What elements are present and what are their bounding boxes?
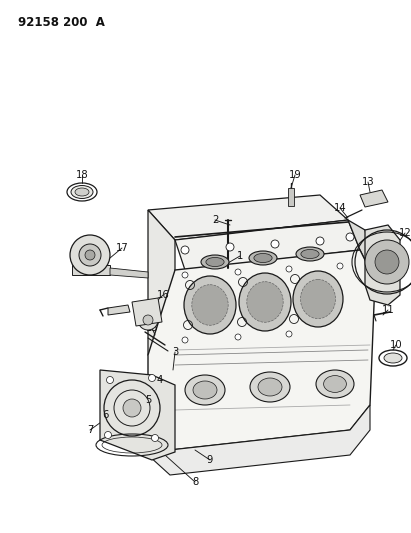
Text: 5: 5 <box>145 395 151 405</box>
Ellipse shape <box>301 249 319 259</box>
Text: 8: 8 <box>399 265 405 275</box>
Ellipse shape <box>193 381 217 399</box>
Circle shape <box>181 246 189 254</box>
Ellipse shape <box>206 257 224 266</box>
Text: 8: 8 <box>192 477 198 487</box>
Text: 14: 14 <box>334 203 346 213</box>
Text: 15: 15 <box>145 323 158 333</box>
Polygon shape <box>148 210 175 380</box>
Circle shape <box>346 233 354 241</box>
Ellipse shape <box>250 372 290 402</box>
Text: 2: 2 <box>212 215 218 225</box>
Circle shape <box>271 240 279 248</box>
Polygon shape <box>100 370 175 460</box>
Text: 16: 16 <box>157 290 169 300</box>
Ellipse shape <box>316 370 354 398</box>
Text: 19: 19 <box>289 170 301 180</box>
Circle shape <box>104 432 111 439</box>
Circle shape <box>123 399 141 417</box>
Ellipse shape <box>249 251 277 265</box>
Polygon shape <box>148 405 370 475</box>
Ellipse shape <box>185 375 225 405</box>
Text: 18: 18 <box>76 170 88 180</box>
Polygon shape <box>108 305 130 315</box>
Text: 92158 200  A: 92158 200 A <box>18 16 105 29</box>
Text: 10: 10 <box>390 340 402 350</box>
Circle shape <box>286 266 292 272</box>
Circle shape <box>235 334 241 340</box>
Circle shape <box>235 269 241 275</box>
Text: 17: 17 <box>115 243 128 253</box>
Ellipse shape <box>300 279 335 319</box>
Circle shape <box>375 250 399 274</box>
Ellipse shape <box>247 282 283 322</box>
Text: 7: 7 <box>87 425 93 435</box>
Circle shape <box>365 240 409 284</box>
Polygon shape <box>132 298 162 326</box>
Text: 11: 11 <box>382 305 395 315</box>
Text: 4: 4 <box>157 375 163 385</box>
Polygon shape <box>360 190 388 207</box>
Polygon shape <box>148 250 375 450</box>
Text: 12: 12 <box>399 228 411 238</box>
Polygon shape <box>175 220 360 270</box>
Ellipse shape <box>323 376 346 392</box>
Ellipse shape <box>254 254 272 263</box>
Circle shape <box>79 244 101 266</box>
Polygon shape <box>348 220 375 280</box>
Ellipse shape <box>71 185 93 198</box>
Circle shape <box>85 250 95 260</box>
Ellipse shape <box>296 247 324 261</box>
Ellipse shape <box>293 271 343 327</box>
Ellipse shape <box>192 285 228 325</box>
Circle shape <box>143 315 153 325</box>
Bar <box>288 188 294 206</box>
Polygon shape <box>72 265 110 275</box>
Ellipse shape <box>384 353 402 363</box>
Circle shape <box>182 337 188 343</box>
Circle shape <box>106 376 113 384</box>
Circle shape <box>148 375 155 382</box>
Text: 3: 3 <box>172 347 178 357</box>
Circle shape <box>226 243 234 251</box>
Circle shape <box>337 263 343 269</box>
Circle shape <box>138 310 158 330</box>
Ellipse shape <box>239 273 291 331</box>
Ellipse shape <box>75 188 89 196</box>
Text: 1: 1 <box>237 251 243 261</box>
Text: 9: 9 <box>207 455 213 465</box>
Circle shape <box>70 235 110 275</box>
Polygon shape <box>110 268 148 278</box>
Ellipse shape <box>258 378 282 396</box>
Circle shape <box>316 237 324 245</box>
Circle shape <box>286 331 292 337</box>
Text: 6: 6 <box>102 410 108 420</box>
Circle shape <box>182 272 188 278</box>
Text: 13: 13 <box>362 177 374 187</box>
Ellipse shape <box>184 276 236 334</box>
Ellipse shape <box>201 255 229 269</box>
Circle shape <box>152 434 159 441</box>
Polygon shape <box>148 195 348 240</box>
Polygon shape <box>365 225 400 305</box>
